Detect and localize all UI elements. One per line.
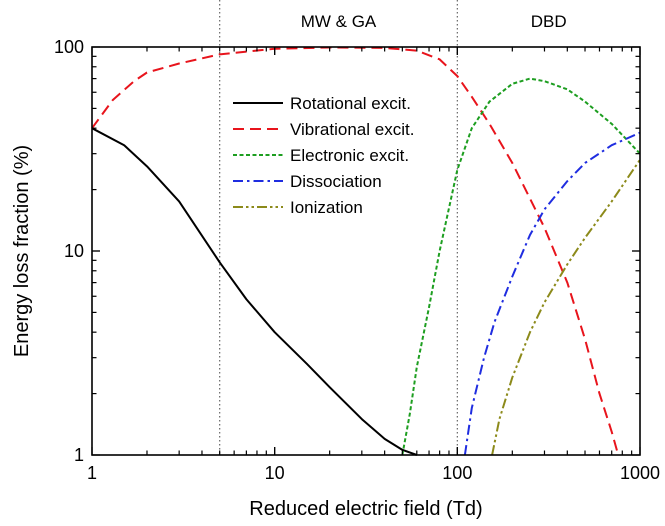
legend-label-0: Rotational excit. — [290, 94, 411, 113]
x-tick-label: 1000 — [620, 463, 660, 483]
x-tick-label: 100 — [442, 463, 472, 483]
tick-labels: 1 10 100 1000 1 10 100 — [54, 37, 660, 483]
x-tick-label: 10 — [265, 463, 285, 483]
y-tick-label: 100 — [54, 37, 84, 57]
x-axis-label: Reduced electric field (Td) — [249, 498, 482, 520]
series-line-1 — [91, 46, 620, 456]
legend-label-1: Vibrational excit. — [290, 120, 414, 139]
legend-label-4: Ionization — [290, 198, 363, 217]
series-line-4 — [491, 159, 641, 456]
legend: Rotational excit. Vibrational excit. Elect… — [233, 94, 414, 217]
legend-label-2: Electronic excit. — [290, 146, 409, 165]
legend-label-3: Dissociation — [290, 172, 382, 191]
series-line-2 — [401, 77, 641, 456]
region-labels: MW & GA DBD — [301, 12, 567, 31]
y-tick-label: 10 — [64, 241, 84, 261]
region-separators — [219, 0, 458, 455]
y-axis-label: Energy loss fraction (%) — [11, 145, 33, 357]
series-line-3 — [463, 131, 641, 456]
x-tick-label: 1 — [87, 463, 97, 483]
region-label-0: MW & GA — [301, 12, 377, 31]
region-label-1: DBD — [531, 12, 567, 31]
axis-ticks — [91, 46, 641, 456]
y-tick-label: 1 — [74, 445, 84, 465]
series-line-0 — [91, 127, 418, 456]
series-layer — [91, 46, 641, 456]
